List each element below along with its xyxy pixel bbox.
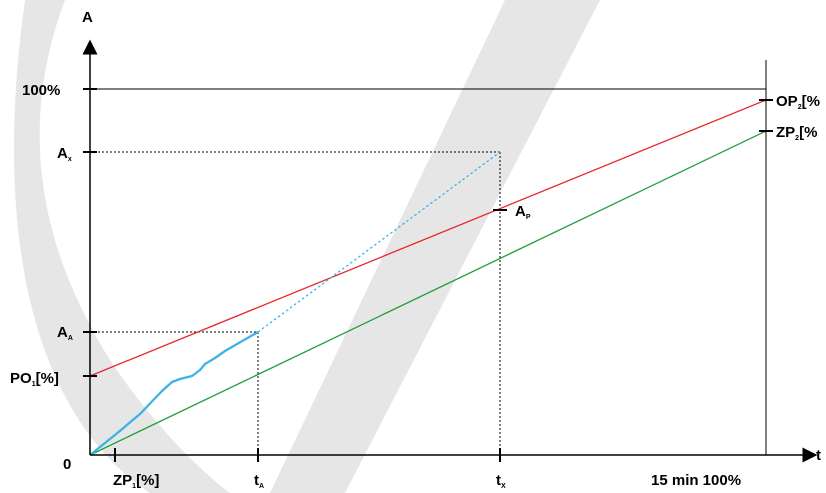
label-ax-sub: x xyxy=(68,156,72,163)
y-axis-label: A xyxy=(82,9,93,26)
label-op2-main: OP xyxy=(776,93,798,110)
origin-label: 0 xyxy=(63,456,71,473)
label-zp2-sub: 2 xyxy=(795,135,799,142)
label-ta-sub: A xyxy=(259,483,264,490)
label-zp2-main: ZP xyxy=(776,124,795,141)
label-ta: tA xyxy=(254,472,264,490)
watermark-band-left xyxy=(13,0,230,493)
label-tx-main: t xyxy=(496,472,501,489)
label-op2: OP2[% xyxy=(776,93,820,111)
x-axis-label: t xyxy=(816,447,821,464)
red-line-op xyxy=(89,99,767,377)
blue-extrapolation-line xyxy=(257,151,501,333)
label-zp1: ZP1[%] xyxy=(113,472,159,490)
label-ap-sub: P xyxy=(526,214,531,221)
watermark-swoosh xyxy=(13,0,600,493)
label-zp1-suffix: [%] xyxy=(136,472,159,489)
label-zp1-sub: 1 xyxy=(132,483,136,490)
label-tx: tX xyxy=(496,472,506,490)
label-100-percent: 100% xyxy=(22,82,60,99)
label-zp2: ZP2[% xyxy=(776,124,817,142)
label-zp1-main: ZP xyxy=(113,472,132,489)
label-ap-main: A xyxy=(515,203,526,220)
green-line-zp xyxy=(89,130,767,456)
label-ap: AP xyxy=(515,203,531,221)
label-op2-suffix: [% xyxy=(802,93,820,110)
label-ax: Ax xyxy=(57,145,72,163)
label-op2-sub: 2 xyxy=(798,104,802,111)
label-po1-main: PO xyxy=(10,370,32,387)
watermark-band-right xyxy=(270,0,600,493)
label-po1: PO1[%] xyxy=(10,370,59,388)
label-end-time: 15 min 100% xyxy=(651,472,741,489)
label-tx-sub: X xyxy=(501,483,506,490)
label-po1-sub: 1 xyxy=(32,381,36,388)
label-aa-main: A xyxy=(57,324,68,341)
label-ax-main: A xyxy=(57,145,68,162)
blue-measured-line xyxy=(89,331,259,456)
label-aa: AA xyxy=(57,324,73,342)
label-aa-sub: A xyxy=(68,335,73,342)
label-po1-suffix: [%] xyxy=(36,370,59,387)
label-zp2-suffix: [% xyxy=(799,124,817,141)
label-ta-main: t xyxy=(254,472,259,489)
